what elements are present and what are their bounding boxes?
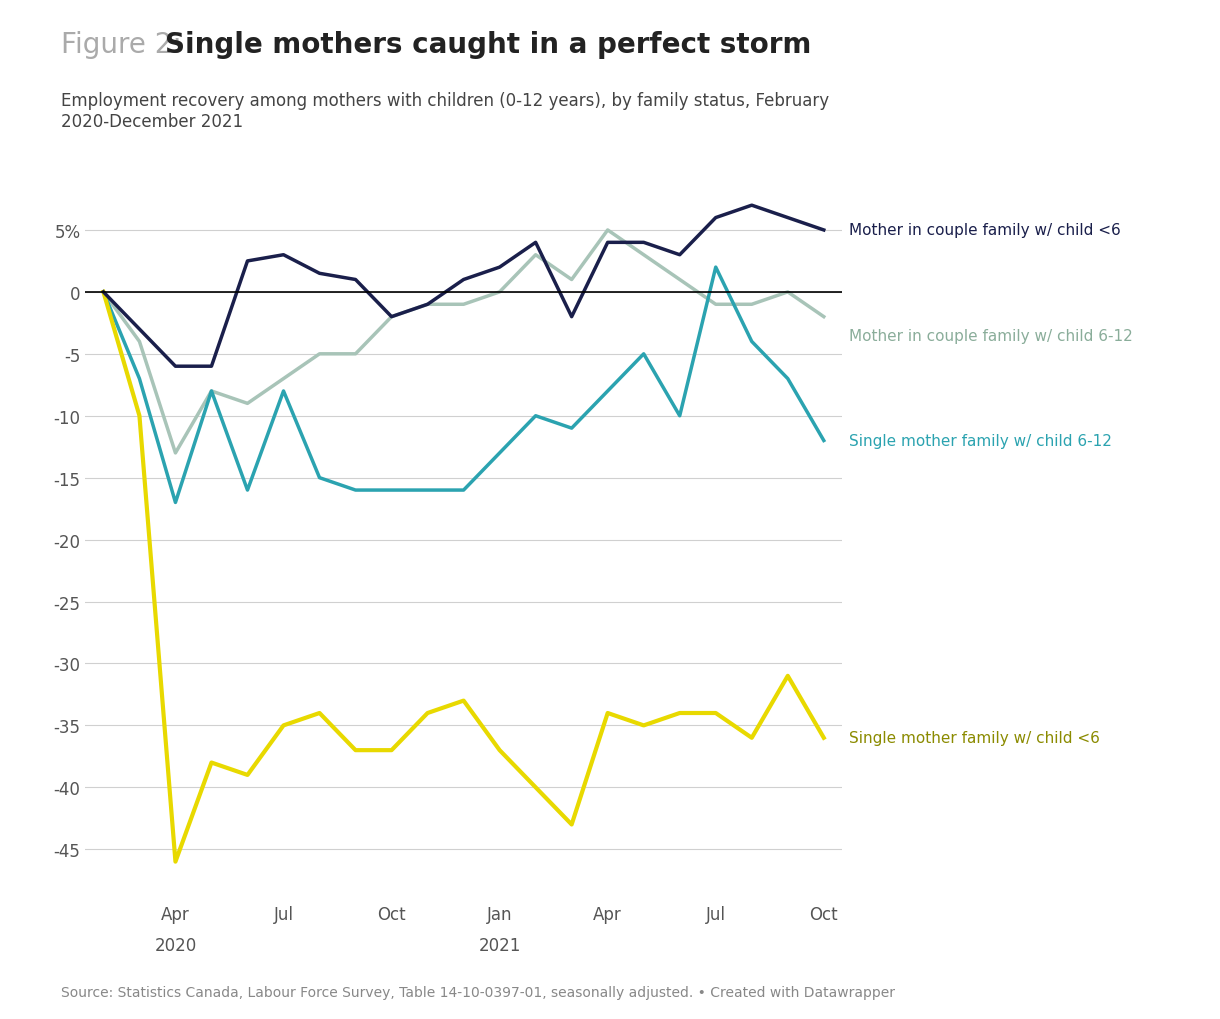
Text: Apr: Apr <box>593 905 622 923</box>
Text: Jul: Jul <box>273 905 294 923</box>
Text: Employment recovery among mothers with children (0-12 years), by family status, : Employment recovery among mothers with c… <box>61 92 830 130</box>
Text: Source: Statistics Canada, Labour Force Survey, Table 14-10-0397-01, seasonally : Source: Statistics Canada, Labour Force … <box>61 984 895 999</box>
Text: 2020: 2020 <box>154 936 196 954</box>
Text: Single mother family w/ child 6-12: Single mother family w/ child 6-12 <box>849 434 1111 448</box>
Text: Mother in couple family w/ child 6-12: Mother in couple family w/ child 6-12 <box>849 328 1132 343</box>
Text: Apr: Apr <box>161 905 190 923</box>
Text: Jul: Jul <box>705 905 726 923</box>
Text: Jan: Jan <box>487 905 512 923</box>
Text: Oct: Oct <box>810 905 838 923</box>
Text: 2021: 2021 <box>478 936 521 954</box>
Text: Figure 2:: Figure 2: <box>61 31 190 58</box>
Text: Single mother family w/ child <6: Single mother family w/ child <6 <box>849 731 1100 746</box>
Text: Single mothers caught in a perfect storm: Single mothers caught in a perfect storm <box>165 31 811 58</box>
Text: Mother in couple family w/ child <6: Mother in couple family w/ child <6 <box>849 223 1121 238</box>
Text: Oct: Oct <box>377 905 406 923</box>
